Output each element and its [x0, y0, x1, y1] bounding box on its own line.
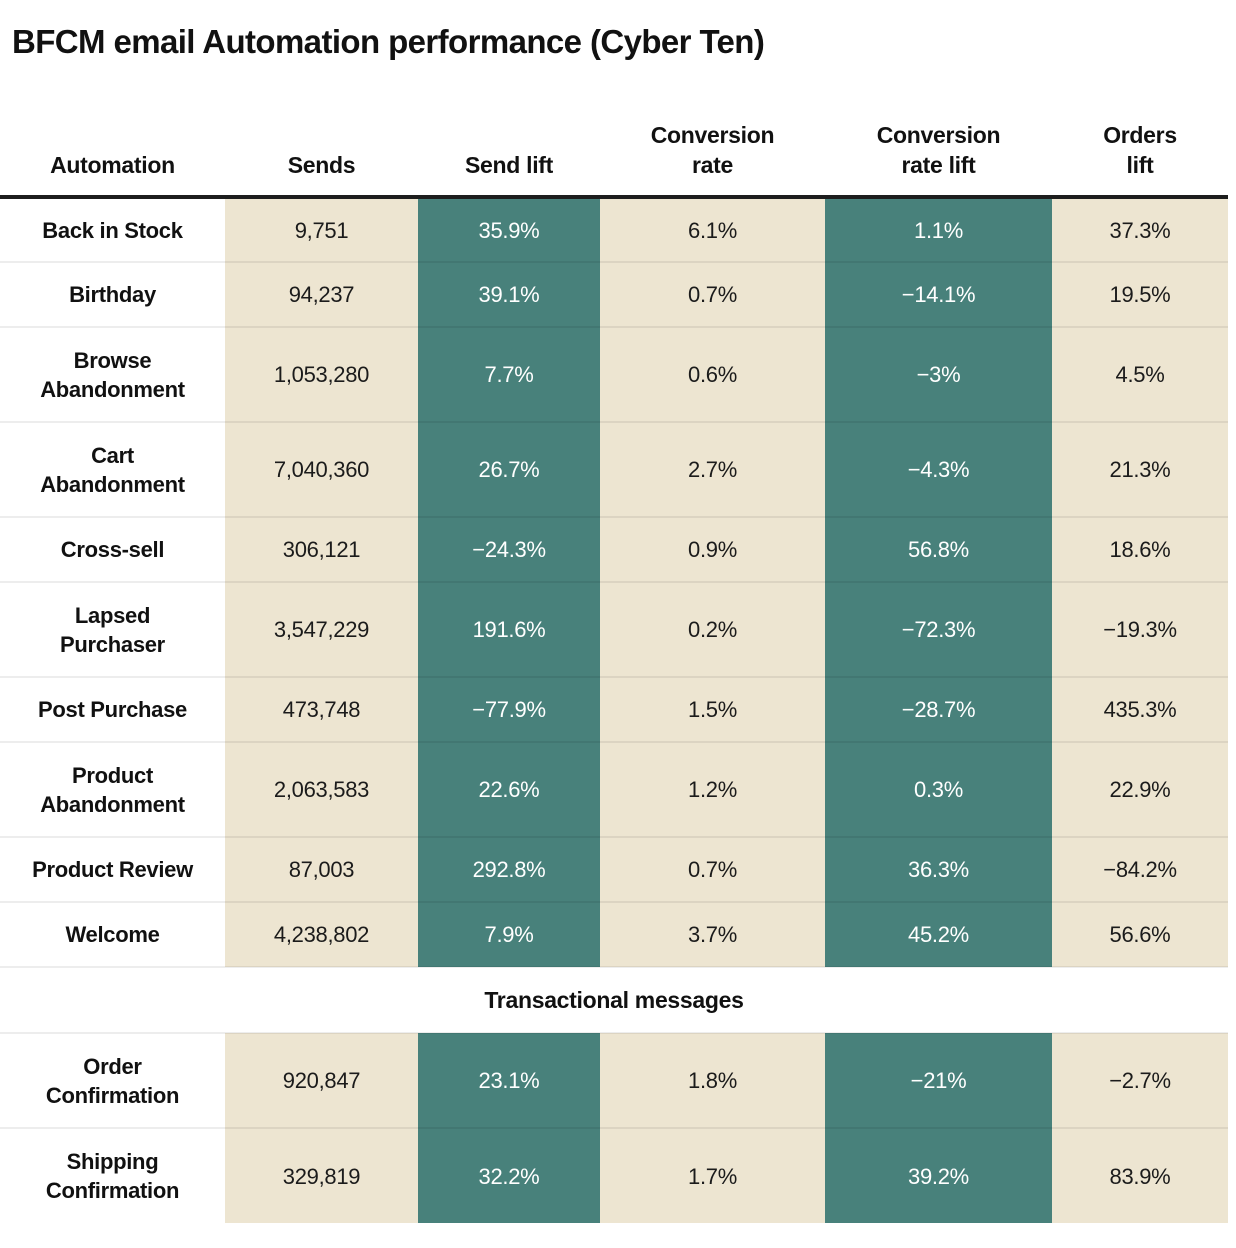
cell-sends: 1,053,280: [225, 327, 418, 422]
cell-automation: Lapsed Purchaser: [0, 582, 225, 677]
column-header-orders-lift: Orders lift: [1052, 62, 1228, 197]
cell-sends: 7,040,360: [225, 422, 418, 517]
cell-automation: Shipping Confirmation: [0, 1128, 225, 1223]
header-row: Automation Sends Send lift Conversion ra…: [0, 62, 1228, 197]
cell-sends: 920,847: [225, 1033, 418, 1128]
cell-orders-lift: 19.5%: [1052, 262, 1228, 327]
cell-automation: Welcome: [0, 902, 225, 967]
cell-conversion-rate: 0.6%: [600, 327, 825, 422]
table-row: Lapsed Purchaser 3,547,229 191.6% 0.2% −…: [0, 582, 1228, 677]
cell-orders-lift: 435.3%: [1052, 677, 1228, 742]
cell-sends: 4,238,802: [225, 902, 418, 967]
cell-sends: 306,121: [225, 517, 418, 582]
cell-send-lift: −77.9%: [418, 677, 600, 742]
cell-conversion-rate: 0.7%: [600, 837, 825, 902]
cell-conversion-rate: 1.2%: [600, 742, 825, 837]
table-row: Welcome 4,238,802 7.9% 3.7% 45.2% 56.6%: [0, 902, 1228, 967]
cell-conversion-rate-lift: 1.1%: [825, 197, 1052, 262]
cell-conversion-rate: 6.1%: [600, 197, 825, 262]
cell-conversion-rate: 0.9%: [600, 517, 825, 582]
cell-orders-lift: 83.9%: [1052, 1128, 1228, 1223]
column-header-automation: Automation: [0, 62, 225, 197]
cell-send-lift: 23.1%: [418, 1033, 600, 1128]
cell-send-lift: 22.6%: [418, 742, 600, 837]
column-header-send-lift: Send lift: [418, 62, 600, 197]
cell-conversion-rate: 1.7%: [600, 1128, 825, 1223]
cell-send-lift: 32.2%: [418, 1128, 600, 1223]
column-header-sends: Sends: [225, 62, 418, 197]
table-row: Cross-sell 306,121 −24.3% 0.9% 56.8% 18.…: [0, 517, 1228, 582]
cell-orders-lift: −84.2%: [1052, 837, 1228, 902]
cell-send-lift: 39.1%: [418, 262, 600, 327]
table-row: Product Review 87,003 292.8% 0.7% 36.3% …: [0, 837, 1228, 902]
cell-conversion-rate-lift: 39.2%: [825, 1128, 1052, 1223]
cell-conversion-rate-lift: 0.3%: [825, 742, 1052, 837]
table-row: Cart Abandonment 7,040,360 26.7% 2.7% −4…: [0, 422, 1228, 517]
cell-send-lift: 26.7%: [418, 422, 600, 517]
table-row: Shipping Confirmation 329,819 32.2% 1.7%…: [0, 1128, 1228, 1223]
cell-send-lift: 7.9%: [418, 902, 600, 967]
table-row: Back in Stock 9,751 35.9% 6.1% 1.1% 37.3…: [0, 197, 1228, 262]
cell-automation: Cart Abandonment: [0, 422, 225, 517]
cell-automation: Back in Stock: [0, 197, 225, 262]
cell-conversion-rate-lift: −14.1%: [825, 262, 1052, 327]
column-header-conversion-rate-lift: Conversion rate lift: [825, 62, 1052, 197]
table-row: Post Purchase 473,748 −77.9% 1.5% −28.7%…: [0, 677, 1228, 742]
cell-conversion-rate-lift: −72.3%: [825, 582, 1052, 677]
cell-automation: Cross-sell: [0, 517, 225, 582]
cell-orders-lift: −19.3%: [1052, 582, 1228, 677]
cell-automation: Post Purchase: [0, 677, 225, 742]
cell-automation: Browse Abandonment: [0, 327, 225, 422]
cell-orders-lift: 18.6%: [1052, 517, 1228, 582]
page-title: BFCM email Automation performance (Cyber…: [12, 23, 765, 60]
cell-conversion-rate-lift: −3%: [825, 327, 1052, 422]
cell-sends: 329,819: [225, 1128, 418, 1223]
table-row: Birthday 94,237 39.1% 0.7% −14.1% 19.5%: [0, 262, 1228, 327]
cell-sends: 9,751: [225, 197, 418, 262]
cell-conversion-rate: 1.5%: [600, 677, 825, 742]
cell-sends: 473,748: [225, 677, 418, 742]
cell-automation: Product Abandonment: [0, 742, 225, 837]
cell-conversion-rate-lift: −28.7%: [825, 677, 1052, 742]
cell-conversion-rate-lift: 56.8%: [825, 517, 1052, 582]
cell-conversion-rate-lift: −21%: [825, 1033, 1052, 1128]
cell-sends: 2,063,583: [225, 742, 418, 837]
cell-conversion-rate-lift: 36.3%: [825, 837, 1052, 902]
cell-send-lift: −24.3%: [418, 517, 600, 582]
cell-orders-lift: 22.9%: [1052, 742, 1228, 837]
cell-sends: 3,547,229: [225, 582, 418, 677]
cell-orders-lift: 37.3%: [1052, 197, 1228, 262]
cell-sends: 87,003: [225, 837, 418, 902]
cell-conversion-rate-lift: 45.2%: [825, 902, 1052, 967]
cell-send-lift: 7.7%: [418, 327, 600, 422]
table-row: Browse Abandonment 1,053,280 7.7% 0.6% −…: [0, 327, 1228, 422]
cell-automation: Birthday: [0, 262, 225, 327]
cell-send-lift: 191.6%: [418, 582, 600, 677]
cell-orders-lift: −2.7%: [1052, 1033, 1228, 1128]
cell-send-lift: 35.9%: [418, 197, 600, 262]
cell-orders-lift: 4.5%: [1052, 327, 1228, 422]
automation-performance-table: Automation Sends Send lift Conversion ra…: [0, 62, 1228, 1223]
column-header-conversion-rate: Conversion rate: [600, 62, 825, 197]
cell-conversion-rate: 0.2%: [600, 582, 825, 677]
cell-orders-lift: 56.6%: [1052, 902, 1228, 967]
cell-automation: Product Review: [0, 837, 225, 902]
cell-sends: 94,237: [225, 262, 418, 327]
table-row: Product Abandonment 2,063,583 22.6% 1.2%…: [0, 742, 1228, 837]
cell-conversion-rate: 3.7%: [600, 902, 825, 967]
section-header-row: Transactional messages: [0, 967, 1228, 1033]
cell-orders-lift: 21.3%: [1052, 422, 1228, 517]
section-header-label: Transactional messages: [0, 967, 1228, 1033]
cell-conversion-rate: 1.8%: [600, 1033, 825, 1128]
cell-conversion-rate: 0.7%: [600, 262, 825, 327]
cell-conversion-rate: 2.7%: [600, 422, 825, 517]
cell-automation: Order Confirmation: [0, 1033, 225, 1128]
cell-conversion-rate-lift: −4.3%: [825, 422, 1052, 517]
cell-send-lift: 292.8%: [418, 837, 600, 902]
table-row: Order Confirmation 920,847 23.1% 1.8% −2…: [0, 1033, 1228, 1128]
